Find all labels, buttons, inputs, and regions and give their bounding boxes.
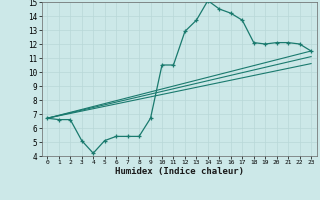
X-axis label: Humidex (Indice chaleur): Humidex (Indice chaleur) (115, 167, 244, 176)
